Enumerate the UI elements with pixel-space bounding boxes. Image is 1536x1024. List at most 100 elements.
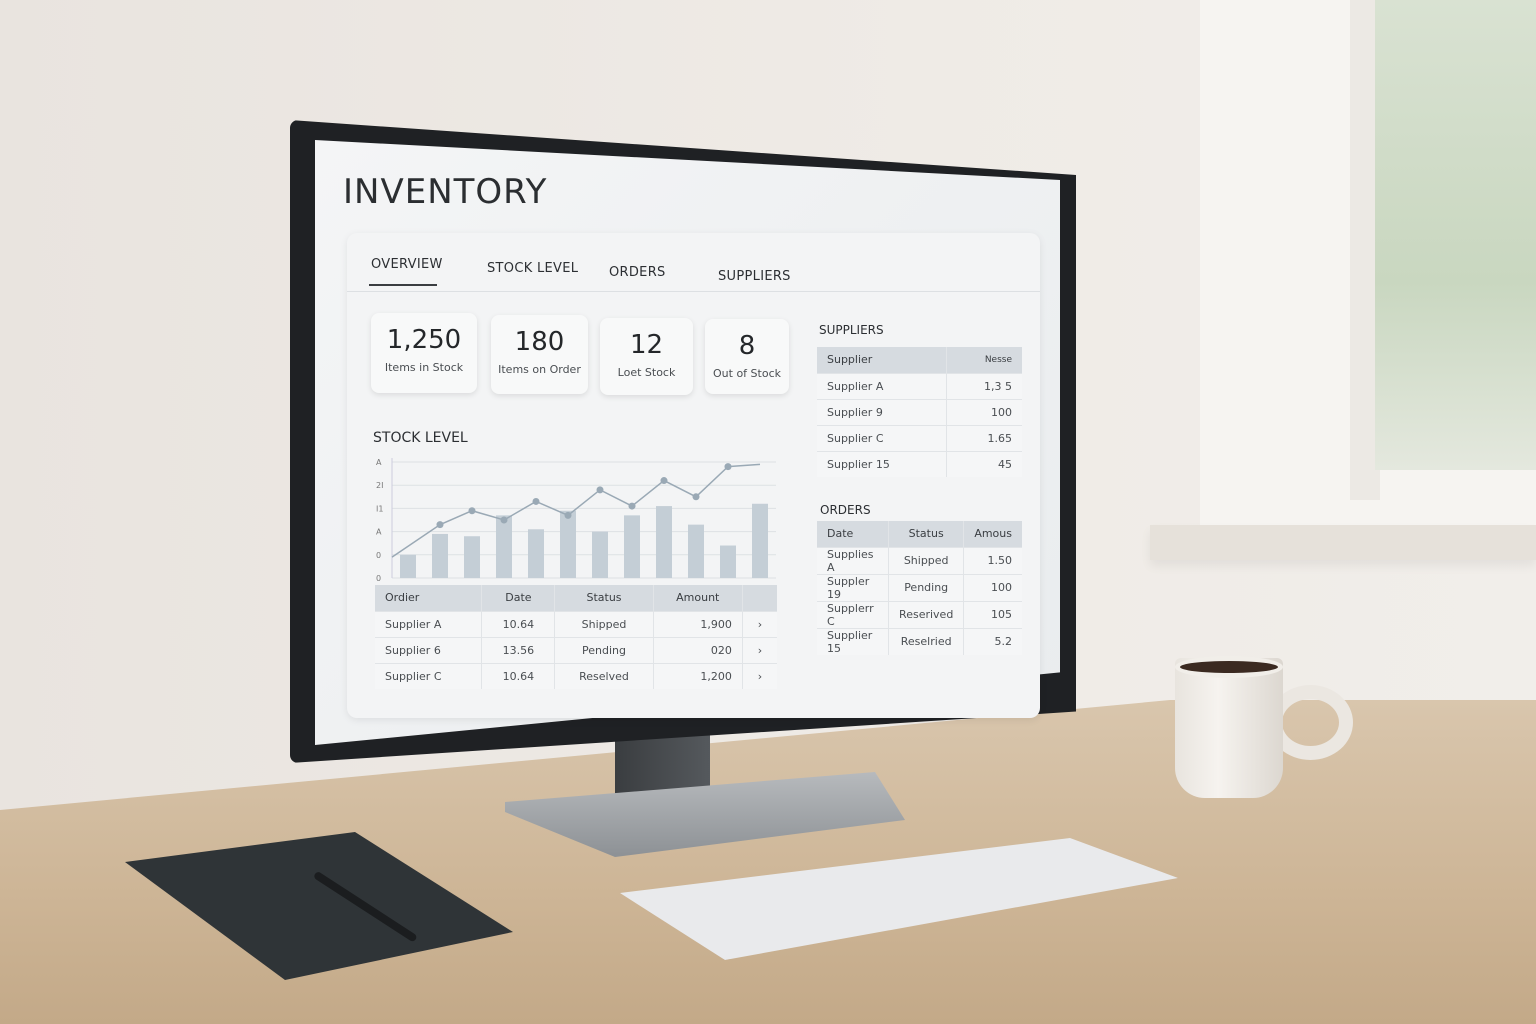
orders-table-side: Date Status Amous Supplies A Shipped 1.50 Supp… xyxy=(817,521,1022,655)
data-point xyxy=(628,502,636,510)
kpi-value: 1,250 xyxy=(386,325,462,355)
table-row[interactable]: Supplies A Shipped 1.50 xyxy=(817,546,1022,574)
table-cell: 5.2 xyxy=(963,627,1022,655)
table-cell: Supplier C xyxy=(817,424,947,451)
stock-level-heading: STOCK LEVEL xyxy=(373,430,468,446)
window xyxy=(1150,0,1536,560)
bar xyxy=(432,533,448,578)
coffee xyxy=(1175,656,1283,678)
kpi-out-of-stock: 8 Out of Stock xyxy=(705,319,789,394)
tab-stock-level[interactable]: STOCK LEVEL xyxy=(487,261,579,276)
stock-level-chart: A 2I I1 A 0 0 xyxy=(376,458,776,583)
chevron-right-icon[interactable]: › xyxy=(741,610,777,637)
kpi-value: 8 xyxy=(738,331,756,361)
tab-suppliers[interactable]: SUPPLIERS xyxy=(718,269,791,284)
bar xyxy=(400,554,416,578)
col-header: Ordier xyxy=(375,585,482,611)
table-row[interactable]: Suppler 19 Pending 100 xyxy=(817,573,1022,601)
tab-orders[interactable]: ORDERS xyxy=(609,265,666,280)
kpi-value: 12 xyxy=(629,330,664,360)
table-cell: 105 xyxy=(963,600,1022,628)
bar xyxy=(624,515,640,578)
table-cell: 1.65 xyxy=(946,424,1022,451)
data-point xyxy=(724,463,732,471)
table-cell: 10.64 xyxy=(481,662,555,689)
y-tick-label: 0 xyxy=(376,574,381,583)
table-cell: Supplier 15 xyxy=(817,450,947,477)
table-cell: Reserived xyxy=(888,600,964,628)
bar xyxy=(656,506,672,578)
table-cell: Supplier C xyxy=(375,662,482,689)
data-point xyxy=(532,497,540,505)
table-cell: Shipped xyxy=(554,610,654,637)
bar xyxy=(528,529,544,578)
y-tick-label: A xyxy=(376,458,382,467)
table-row[interactable]: Supplier C 10.64 Reselved 1,200 › xyxy=(375,662,777,689)
table-cell: 1,200 xyxy=(652,662,743,689)
data-point xyxy=(660,477,668,485)
table-row[interactable]: Supplier 6 13.56 Pending 020 › xyxy=(375,636,777,663)
kpi-label: Out of Stock xyxy=(713,367,781,380)
data-point xyxy=(564,511,572,519)
chevron-right-icon[interactable]: › xyxy=(741,636,777,663)
y-tick-label: 2I xyxy=(376,481,383,490)
bar xyxy=(752,503,768,578)
table-cell: Supplier 6 xyxy=(375,636,482,663)
table-row[interactable]: Supplier 15 45 xyxy=(817,450,1022,477)
table-row[interactable]: Supplier C 1.65 xyxy=(817,424,1022,451)
data-point xyxy=(468,507,476,515)
orders-heading: ORDERS xyxy=(820,503,871,517)
y-tick-label: A xyxy=(376,528,382,537)
kpi-label: Loet Stock xyxy=(617,366,676,379)
col-header: Nesse xyxy=(946,347,1022,373)
chevron-right-icon[interactable]: › xyxy=(741,662,777,689)
kpi-label: Items on Order xyxy=(498,363,581,376)
series-line xyxy=(391,463,761,558)
table-cell: Supplerr C xyxy=(817,600,889,628)
kpi-low-stock: 12 Loet Stock xyxy=(600,318,693,395)
col-header: Supplier xyxy=(817,347,947,373)
table-cell: 1,3 5 xyxy=(946,372,1022,399)
table-row[interactable]: Supplerr C Reserived 105 xyxy=(817,600,1022,628)
page-title: INVENTORY xyxy=(343,172,548,212)
table-cell: Supplier 9 xyxy=(817,398,947,425)
col-header: Date xyxy=(817,521,889,547)
bar xyxy=(560,510,576,578)
table-row[interactable]: Supplier A 1,3 5 xyxy=(817,372,1022,399)
table-cell: Reselried xyxy=(888,627,964,655)
table-cell: Pending xyxy=(554,636,654,663)
bar xyxy=(496,515,512,578)
kpi-value: 180 xyxy=(514,327,565,357)
data-point xyxy=(436,521,444,529)
data-point xyxy=(692,493,700,501)
table-cell: Reselved xyxy=(554,662,654,689)
active-tab-indicator xyxy=(369,284,437,286)
col-header: Amous xyxy=(963,521,1022,547)
y-tick-label: I1 xyxy=(376,504,383,513)
col-header: Amount xyxy=(652,585,743,611)
table-row[interactable]: Supplier 15 Reselried 5.2 xyxy=(817,627,1022,655)
orders-table-main: Ordier Date Status Amount Supplier A 10.6… xyxy=(375,585,777,689)
kpi-label: Items in Stock xyxy=(384,361,464,374)
table-cell: 1,900 xyxy=(652,610,743,637)
suppliers-heading: SUPPLIERS xyxy=(819,323,884,337)
data-point xyxy=(500,516,508,524)
bar xyxy=(720,545,736,578)
table-row[interactable]: Supplier 9 100 xyxy=(817,398,1022,425)
kpi-items-on-order: 180 Items on Order xyxy=(491,315,588,394)
data-point xyxy=(596,486,604,494)
y-tick-label: 0 xyxy=(376,551,381,560)
tab-overview[interactable]: OVERVIEW xyxy=(371,257,443,272)
table-cell: Shipped xyxy=(888,546,964,574)
table-cell: Pending xyxy=(888,573,964,601)
table-cell: 1.50 xyxy=(963,546,1022,574)
table-cell: Supplier A xyxy=(375,610,482,637)
table-cell: Supplier 15 xyxy=(817,627,889,655)
table-cell: Suppler 19 xyxy=(817,573,889,601)
table-row[interactable]: Supplier A 10.64 Shipped 1,900 › xyxy=(375,610,777,637)
table-cell: 13.56 xyxy=(481,636,555,663)
coffee-mug xyxy=(1175,658,1283,798)
tab-divider xyxy=(347,291,1040,292)
suppliers-table: Supplier Nesse Supplier A 1,3 5 Supplier 9 10… xyxy=(817,347,1022,477)
col-header: Status xyxy=(888,521,964,547)
